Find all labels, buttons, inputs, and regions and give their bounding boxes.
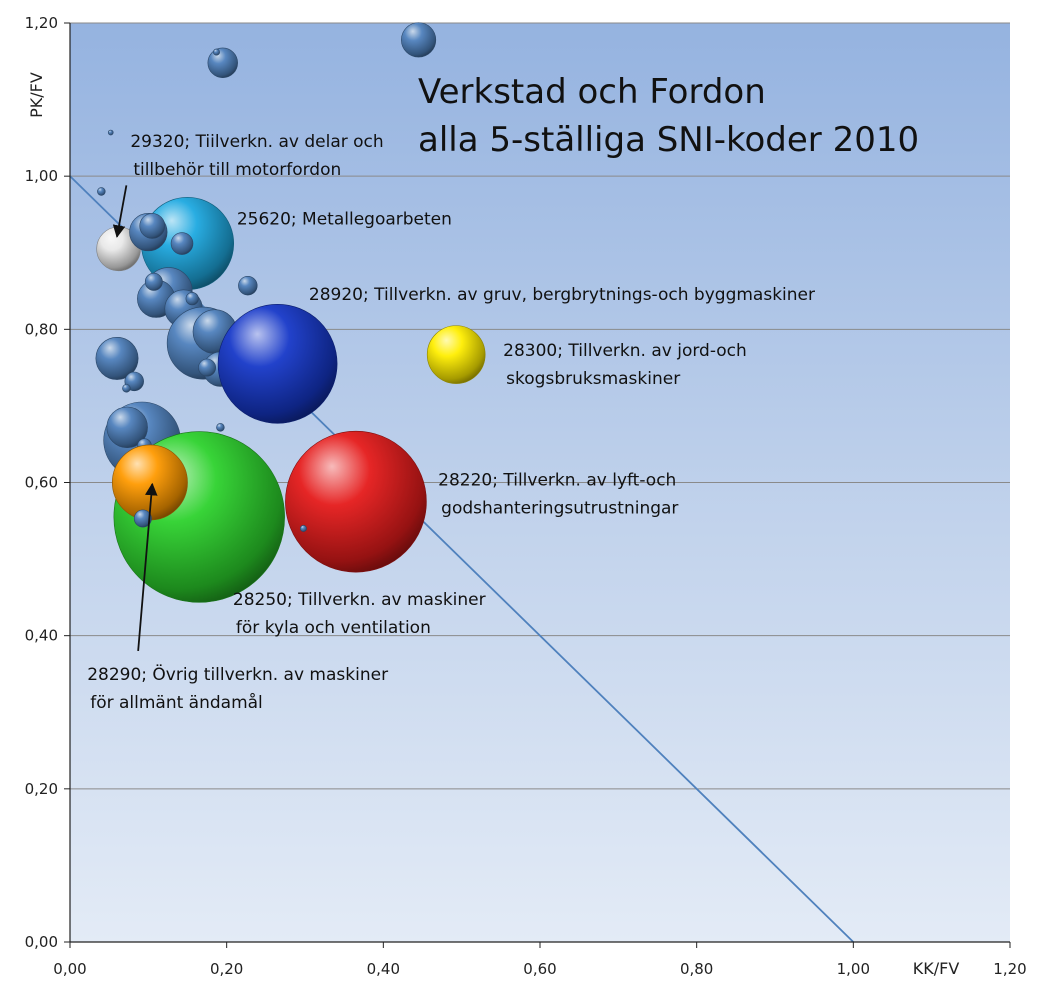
annotation-arrow <box>112 185 128 238</box>
annotation-text: godshanteringsutrustningar <box>441 499 678 519</box>
annotation-5: 28220; Tillverkn. av lyft-och godshanteri… <box>438 471 678 519</box>
y-axis-label: PK/FV <box>27 72 46 118</box>
annotation-text: 28250; Tillverkn. av maskiner <box>233 590 486 610</box>
bubble-1 <box>401 22 437 58</box>
annotation-text: 28300; Tillverkn. av jord-och <box>503 341 747 361</box>
annotation-text: 28920; Tillverkn. av gruv, bergbrytnings… <box>309 285 815 305</box>
x-tick-label: 0,60 <box>523 960 556 978</box>
bubble-16 <box>185 292 199 306</box>
bubble-25 <box>426 325 486 384</box>
annotation-4: 28300; Tillverkn. av jord-och skogsbruksm… <box>503 341 747 389</box>
bubble-11 <box>238 275 258 296</box>
bubble-22 <box>95 336 139 380</box>
annotation-3: 28920; Tillverkn. av gruv, bergbrytnings… <box>309 285 815 305</box>
chart-title-line-2: alla 5-ställiga SNI-koder 2010 <box>418 120 919 160</box>
y-tick-label: 0,80 <box>25 320 58 338</box>
bubble-20 <box>198 358 216 377</box>
annotation-1: 29320; Tiilverkn. av delar och tillbehör … <box>112 132 384 238</box>
bubble-5 <box>97 187 106 196</box>
bubble-9 <box>139 213 166 239</box>
bubble-14 <box>144 272 163 291</box>
bubble-33 <box>133 509 152 528</box>
bubble-4 <box>107 129 114 136</box>
annotation-arrow <box>137 482 158 652</box>
annotation-text: 29320; Tiilverkn. av delar och <box>130 132 383 152</box>
bubble-34 <box>299 525 307 532</box>
y-tick-label: 0,60 <box>25 474 58 492</box>
bubble-21 <box>217 303 338 424</box>
x-tick-label: 0,80 <box>680 960 713 978</box>
x-tick-label: 0,20 <box>210 960 243 978</box>
chart-title-line-1: Verkstad och Fordon <box>418 72 766 112</box>
annotation-7: 28290; Övrig tillverkn. av maskiner för a… <box>87 482 388 713</box>
bubble-2 <box>207 47 238 79</box>
annotation-text: 25620; Metallegoarbeten <box>237 209 452 229</box>
y-tick-label: 0,40 <box>25 627 58 645</box>
annotation-text: tillbehör till motorfordon <box>133 160 341 180</box>
y-tick-label: 0,20 <box>25 780 58 798</box>
annotation-text: skogsbruksmaskiner <box>506 369 680 389</box>
x-tick-label: 0,00 <box>53 960 86 978</box>
annotation-2: 25620; Metallegoarbeten <box>237 209 452 229</box>
annotation-text: för allmänt ändamål <box>90 692 263 713</box>
annotation-text: 28290; Övrig tillverkn. av maskiner <box>87 663 388 685</box>
x-tick-label: 0,40 <box>367 960 400 978</box>
annotation-text: för kyla och ventilation <box>236 618 431 638</box>
y-tick-label: 0,00 <box>25 933 58 951</box>
bubble-30 <box>285 430 427 573</box>
x-tick-label: 1,20 <box>993 960 1026 978</box>
x-tick-label: 1,00 <box>837 960 870 978</box>
annotation-text: 28220; Tillverkn. av lyft-och <box>438 471 676 491</box>
x-axis-label: KK/FV <box>913 959 960 978</box>
bubble-3 <box>213 48 220 56</box>
bubble-24 <box>122 384 131 393</box>
annotation-6: 28250; Tillverkn. av maskiner för kyla oc… <box>233 590 486 638</box>
y-tick-label: 1,20 <box>25 14 58 32</box>
bubble-10 <box>170 232 194 255</box>
y-tick-label: 1,00 <box>25 167 58 185</box>
bubble-29 <box>216 423 225 432</box>
bubble-27 <box>106 406 148 449</box>
